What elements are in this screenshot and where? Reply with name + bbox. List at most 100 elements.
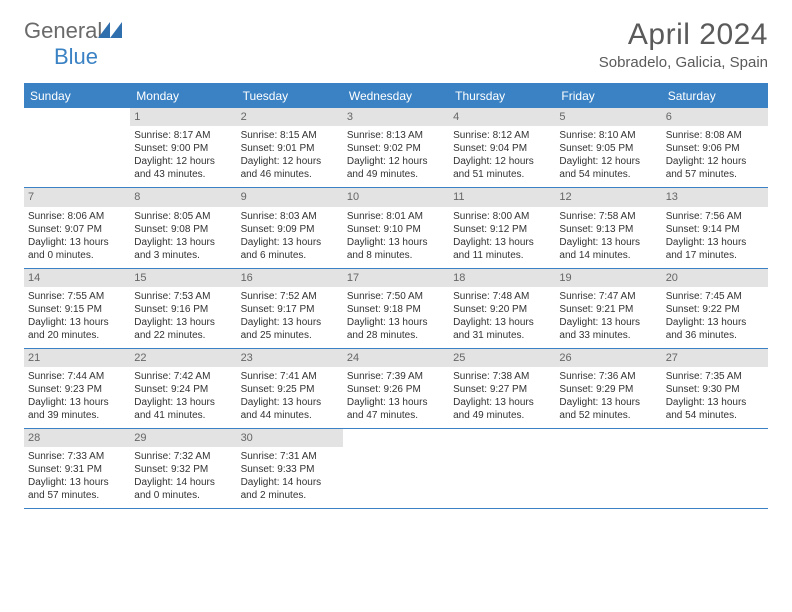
sunset-line: Sunset: 9:30 PM [666, 383, 764, 396]
dow-header-cell: Wednesday [343, 84, 449, 108]
sunrise-line: Sunrise: 7:44 AM [28, 370, 126, 383]
day-number: 5 [555, 108, 661, 126]
sunrise-line: Sunrise: 8:17 AM [134, 129, 232, 142]
daylight-line: Daylight: 12 hours and 54 minutes. [559, 155, 657, 181]
daylight-line: Daylight: 13 hours and 52 minutes. [559, 396, 657, 422]
week-row: 14Sunrise: 7:55 AMSunset: 9:15 PMDayligh… [24, 269, 768, 349]
daylight-line: Daylight: 13 hours and 41 minutes. [134, 396, 232, 422]
sunrise-line: Sunrise: 7:50 AM [347, 290, 445, 303]
sunrise-line: Sunrise: 7:35 AM [666, 370, 764, 383]
day-number: 14 [24, 269, 130, 287]
calendar-grid: SundayMondayTuesdayWednesdayThursdayFrid… [24, 83, 768, 509]
daylight-line: Daylight: 13 hours and 3 minutes. [134, 236, 232, 262]
sunset-line: Sunset: 9:18 PM [347, 303, 445, 316]
daylight-line: Daylight: 13 hours and 39 minutes. [28, 396, 126, 422]
day-cell: 4Sunrise: 8:12 AMSunset: 9:04 PMDaylight… [449, 108, 555, 187]
day-cell: 30Sunrise: 7:31 AMSunset: 9:33 PMDayligh… [237, 429, 343, 508]
day-number: 7 [24, 188, 130, 206]
day-cell: . [343, 429, 449, 508]
daylight-line: Daylight: 13 hours and 17 minutes. [666, 236, 764, 262]
sunrise-line: Sunrise: 8:12 AM [453, 129, 551, 142]
day-number: 29 [130, 429, 236, 447]
day-cell: 21Sunrise: 7:44 AMSunset: 9:23 PMDayligh… [24, 349, 130, 428]
week-row: .1Sunrise: 8:17 AMSunset: 9:00 PMDayligh… [24, 108, 768, 188]
day-cell: 1Sunrise: 8:17 AMSunset: 9:00 PMDaylight… [130, 108, 236, 187]
sunrise-line: Sunrise: 8:03 AM [241, 210, 339, 223]
daylight-line: Daylight: 12 hours and 57 minutes. [666, 155, 764, 181]
day-number: 25 [449, 349, 555, 367]
sunset-line: Sunset: 9:09 PM [241, 223, 339, 236]
sunrise-line: Sunrise: 7:48 AM [453, 290, 551, 303]
sunrise-line: Sunrise: 8:10 AM [559, 129, 657, 142]
title-block: April 2024 Sobradelo, Galicia, Spain [599, 18, 768, 71]
sunset-line: Sunset: 9:01 PM [241, 142, 339, 155]
day-cell: 29Sunrise: 7:32 AMSunset: 9:32 PMDayligh… [130, 429, 236, 508]
day-number: 19 [555, 269, 661, 287]
daylight-line: Daylight: 13 hours and 11 minutes. [453, 236, 551, 262]
day-cell: 17Sunrise: 7:50 AMSunset: 9:18 PMDayligh… [343, 269, 449, 348]
daylight-line: Daylight: 13 hours and 14 minutes. [559, 236, 657, 262]
day-cell: 24 Sunrise: 7:39 AMSunset: 9:26 PMDayligh… [343, 349, 449, 428]
sunrise-line: Sunrise: 8:13 AM [347, 129, 445, 142]
dow-header-row: SundayMondayTuesdayWednesdayThursdayFrid… [24, 84, 768, 108]
day-number: 24 [343, 349, 449, 367]
day-cell: 28Sunrise: 7:33 AMSunset: 9:31 PMDayligh… [24, 429, 130, 508]
day-number: 2 [237, 108, 343, 126]
day-cell: 15Sunrise: 7:53 AMSunset: 9:16 PMDayligh… [130, 269, 236, 348]
day-cell: 2Sunrise: 8:15 AMSunset: 9:01 PMDaylight… [237, 108, 343, 187]
day-number: 22 [130, 349, 236, 367]
sunrise-line: Sunrise: 7:39 AM [347, 370, 445, 383]
sunset-line: Sunset: 9:23 PM [28, 383, 126, 396]
sunset-line: Sunset: 9:17 PM [241, 303, 339, 316]
daylight-line: Daylight: 14 hours and 2 minutes. [241, 476, 339, 502]
brand-triangle-icon [98, 18, 122, 34]
location-label: Sobradelo, Galicia, Spain [599, 54, 768, 71]
daylight-line: Daylight: 13 hours and 22 minutes. [134, 316, 232, 342]
sunrise-line: Sunrise: 8:06 AM [28, 210, 126, 223]
sunrise-line: Sunrise: 7:41 AM [241, 370, 339, 383]
sunset-line: Sunset: 9:16 PM [134, 303, 232, 316]
sunset-line: Sunset: 9:26 PM [347, 383, 445, 396]
sunrise-line: Sunrise: 8:15 AM [241, 129, 339, 142]
dow-header-cell: Thursday [449, 84, 555, 108]
sunrise-line: Sunrise: 7:32 AM [134, 450, 232, 463]
day-number: 3 [343, 108, 449, 126]
sunset-line: Sunset: 9:14 PM [666, 223, 764, 236]
daylight-line: Daylight: 12 hours and 51 minutes. [453, 155, 551, 181]
daylight-line: Daylight: 13 hours and 25 minutes. [241, 316, 339, 342]
day-cell: 25Sunrise: 7:38 AMSunset: 9:27 PMDayligh… [449, 349, 555, 428]
sunset-line: Sunset: 9:06 PM [666, 142, 764, 155]
daylight-line: Daylight: 13 hours and 6 minutes. [241, 236, 339, 262]
brand-part2: Blue [54, 44, 98, 69]
sunrise-line: Sunrise: 7:53 AM [134, 290, 232, 303]
month-title: April 2024 [599, 18, 768, 52]
day-cell: 27Sunrise: 7:35 AMSunset: 9:30 PMDayligh… [662, 349, 768, 428]
week-row: 28Sunrise: 7:33 AMSunset: 9:31 PMDayligh… [24, 429, 768, 509]
dow-header-cell: Monday [130, 84, 236, 108]
sunset-line: Sunset: 9:08 PM [134, 223, 232, 236]
daylight-line: Daylight: 13 hours and 33 minutes. [559, 316, 657, 342]
sunset-line: Sunset: 9:21 PM [559, 303, 657, 316]
daylight-line: Daylight: 12 hours and 43 minutes. [134, 155, 232, 181]
sunrise-line: Sunrise: 7:56 AM [666, 210, 764, 223]
day-cell: . [662, 429, 768, 508]
sunset-line: Sunset: 9:12 PM [453, 223, 551, 236]
day-cell: 23Sunrise: 7:41 AMSunset: 9:25 PMDayligh… [237, 349, 343, 428]
week-row: 21Sunrise: 7:44 AMSunset: 9:23 PMDayligh… [24, 349, 768, 429]
sunrise-line: Sunrise: 7:52 AM [241, 290, 339, 303]
day-number: 9 [237, 188, 343, 206]
day-cell: 3Sunrise: 8:13 AMSunset: 9:02 PMDaylight… [343, 108, 449, 187]
sunset-line: Sunset: 9:13 PM [559, 223, 657, 236]
header: General Blue April 2024 Sobradelo, Galic… [0, 0, 792, 77]
day-cell: 10Sunrise: 8:01 AMSunset: 9:10 PMDayligh… [343, 188, 449, 267]
day-number: 26 [555, 349, 661, 367]
sunset-line: Sunset: 9:29 PM [559, 383, 657, 396]
dow-header-cell: Friday [555, 84, 661, 108]
day-number: 8 [130, 188, 236, 206]
sunset-line: Sunset: 9:33 PM [241, 463, 339, 476]
day-number: 18 [449, 269, 555, 287]
dow-header-cell: Saturday [662, 84, 768, 108]
day-cell: 11Sunrise: 8:00 AMSunset: 9:12 PMDayligh… [449, 188, 555, 267]
daylight-line: Daylight: 13 hours and 47 minutes. [347, 396, 445, 422]
day-number: 23 [237, 349, 343, 367]
